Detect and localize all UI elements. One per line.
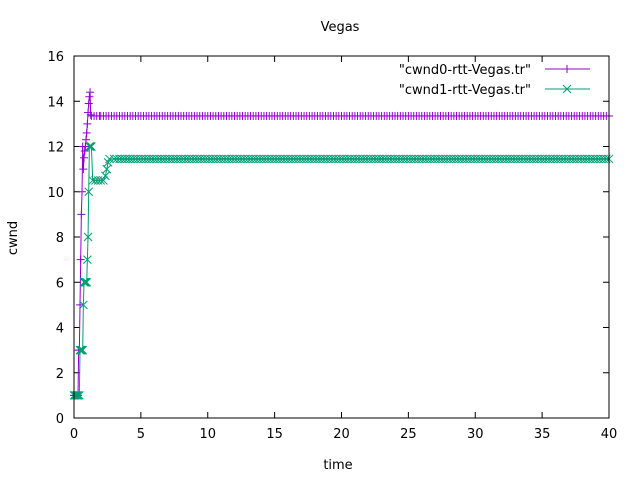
- chart-title: Vegas: [321, 20, 360, 35]
- data-point: [76, 255, 85, 264]
- x-tick-label: 35: [534, 427, 551, 442]
- y-tick-label: 8: [56, 231, 64, 246]
- data-point: [83, 232, 93, 242]
- legend-label: "cwnd1-rtt-Vegas.tr": [399, 83, 531, 98]
- x-tick-label: 25: [400, 427, 417, 442]
- data-point: [84, 187, 94, 197]
- x-tick-label: 30: [467, 427, 484, 442]
- x-tick-label: 20: [333, 427, 350, 442]
- axis-ticks: 0 5 10 15 20 25 30 35 40 0 2 4 6 8 10 12 14 16: [47, 50, 617, 442]
- data-point: [83, 255, 92, 264]
- data-point: [80, 153, 89, 162]
- series-0: [70, 88, 613, 400]
- data-point: [82, 277, 92, 287]
- series-line: [74, 146, 609, 396]
- y-tick-label: 4: [56, 322, 64, 337]
- data-point: [77, 210, 86, 219]
- data-point: [70, 391, 80, 400]
- y-tick-label: 10: [47, 186, 64, 201]
- y-axis-label: cwnd: [6, 221, 21, 255]
- x-tick-label: 10: [199, 427, 216, 442]
- data-point: [82, 128, 91, 137]
- data-point: [80, 147, 89, 156]
- series-1: [69, 142, 614, 400]
- data-point: [78, 345, 88, 355]
- x-tick-label: 0: [70, 427, 78, 442]
- legend: "cwnd0-rtt-Vegas.tr" "cwnd1-rtt-Vegas.tr": [399, 63, 590, 98]
- x-tick-label: 5: [137, 427, 145, 442]
- x-tick-label: 40: [601, 427, 618, 442]
- data-point: [86, 88, 95, 97]
- y-tick-label: 2: [56, 367, 64, 382]
- y-tick-label: 0: [56, 412, 64, 427]
- data-point: [79, 300, 88, 310]
- data-point: [99, 176, 108, 185]
- data-point: [87, 142, 96, 151]
- legend-marker: [563, 65, 571, 73]
- data-point: [83, 119, 92, 128]
- y-tick-label: 14: [47, 95, 64, 110]
- y-tick-label: 12: [47, 141, 64, 156]
- data-point: [82, 135, 91, 144]
- data-point: [84, 99, 93, 108]
- y-tick-label: 16: [47, 50, 64, 65]
- data-point: [102, 164, 112, 174]
- data-point: [101, 171, 110, 181]
- data-point: [73, 391, 83, 400]
- data-point: [74, 391, 84, 400]
- x-axis-label: time: [323, 458, 352, 473]
- plot-frame: [73, 55, 610, 419]
- series-line: [74, 92, 609, 396]
- series-layer: [69, 88, 614, 400]
- x-tick-label: 15: [266, 427, 283, 442]
- y-tick-label: 6: [56, 276, 64, 291]
- data-point: [85, 92, 94, 101]
- data-point: [78, 187, 87, 196]
- data-point: [79, 165, 88, 174]
- legend-label: "cwnd0-rtt-Vegas.tr": [399, 63, 531, 78]
- data-point: [81, 142, 90, 151]
- data-point: [86, 110, 95, 119]
- legend-marker: [562, 84, 572, 94]
